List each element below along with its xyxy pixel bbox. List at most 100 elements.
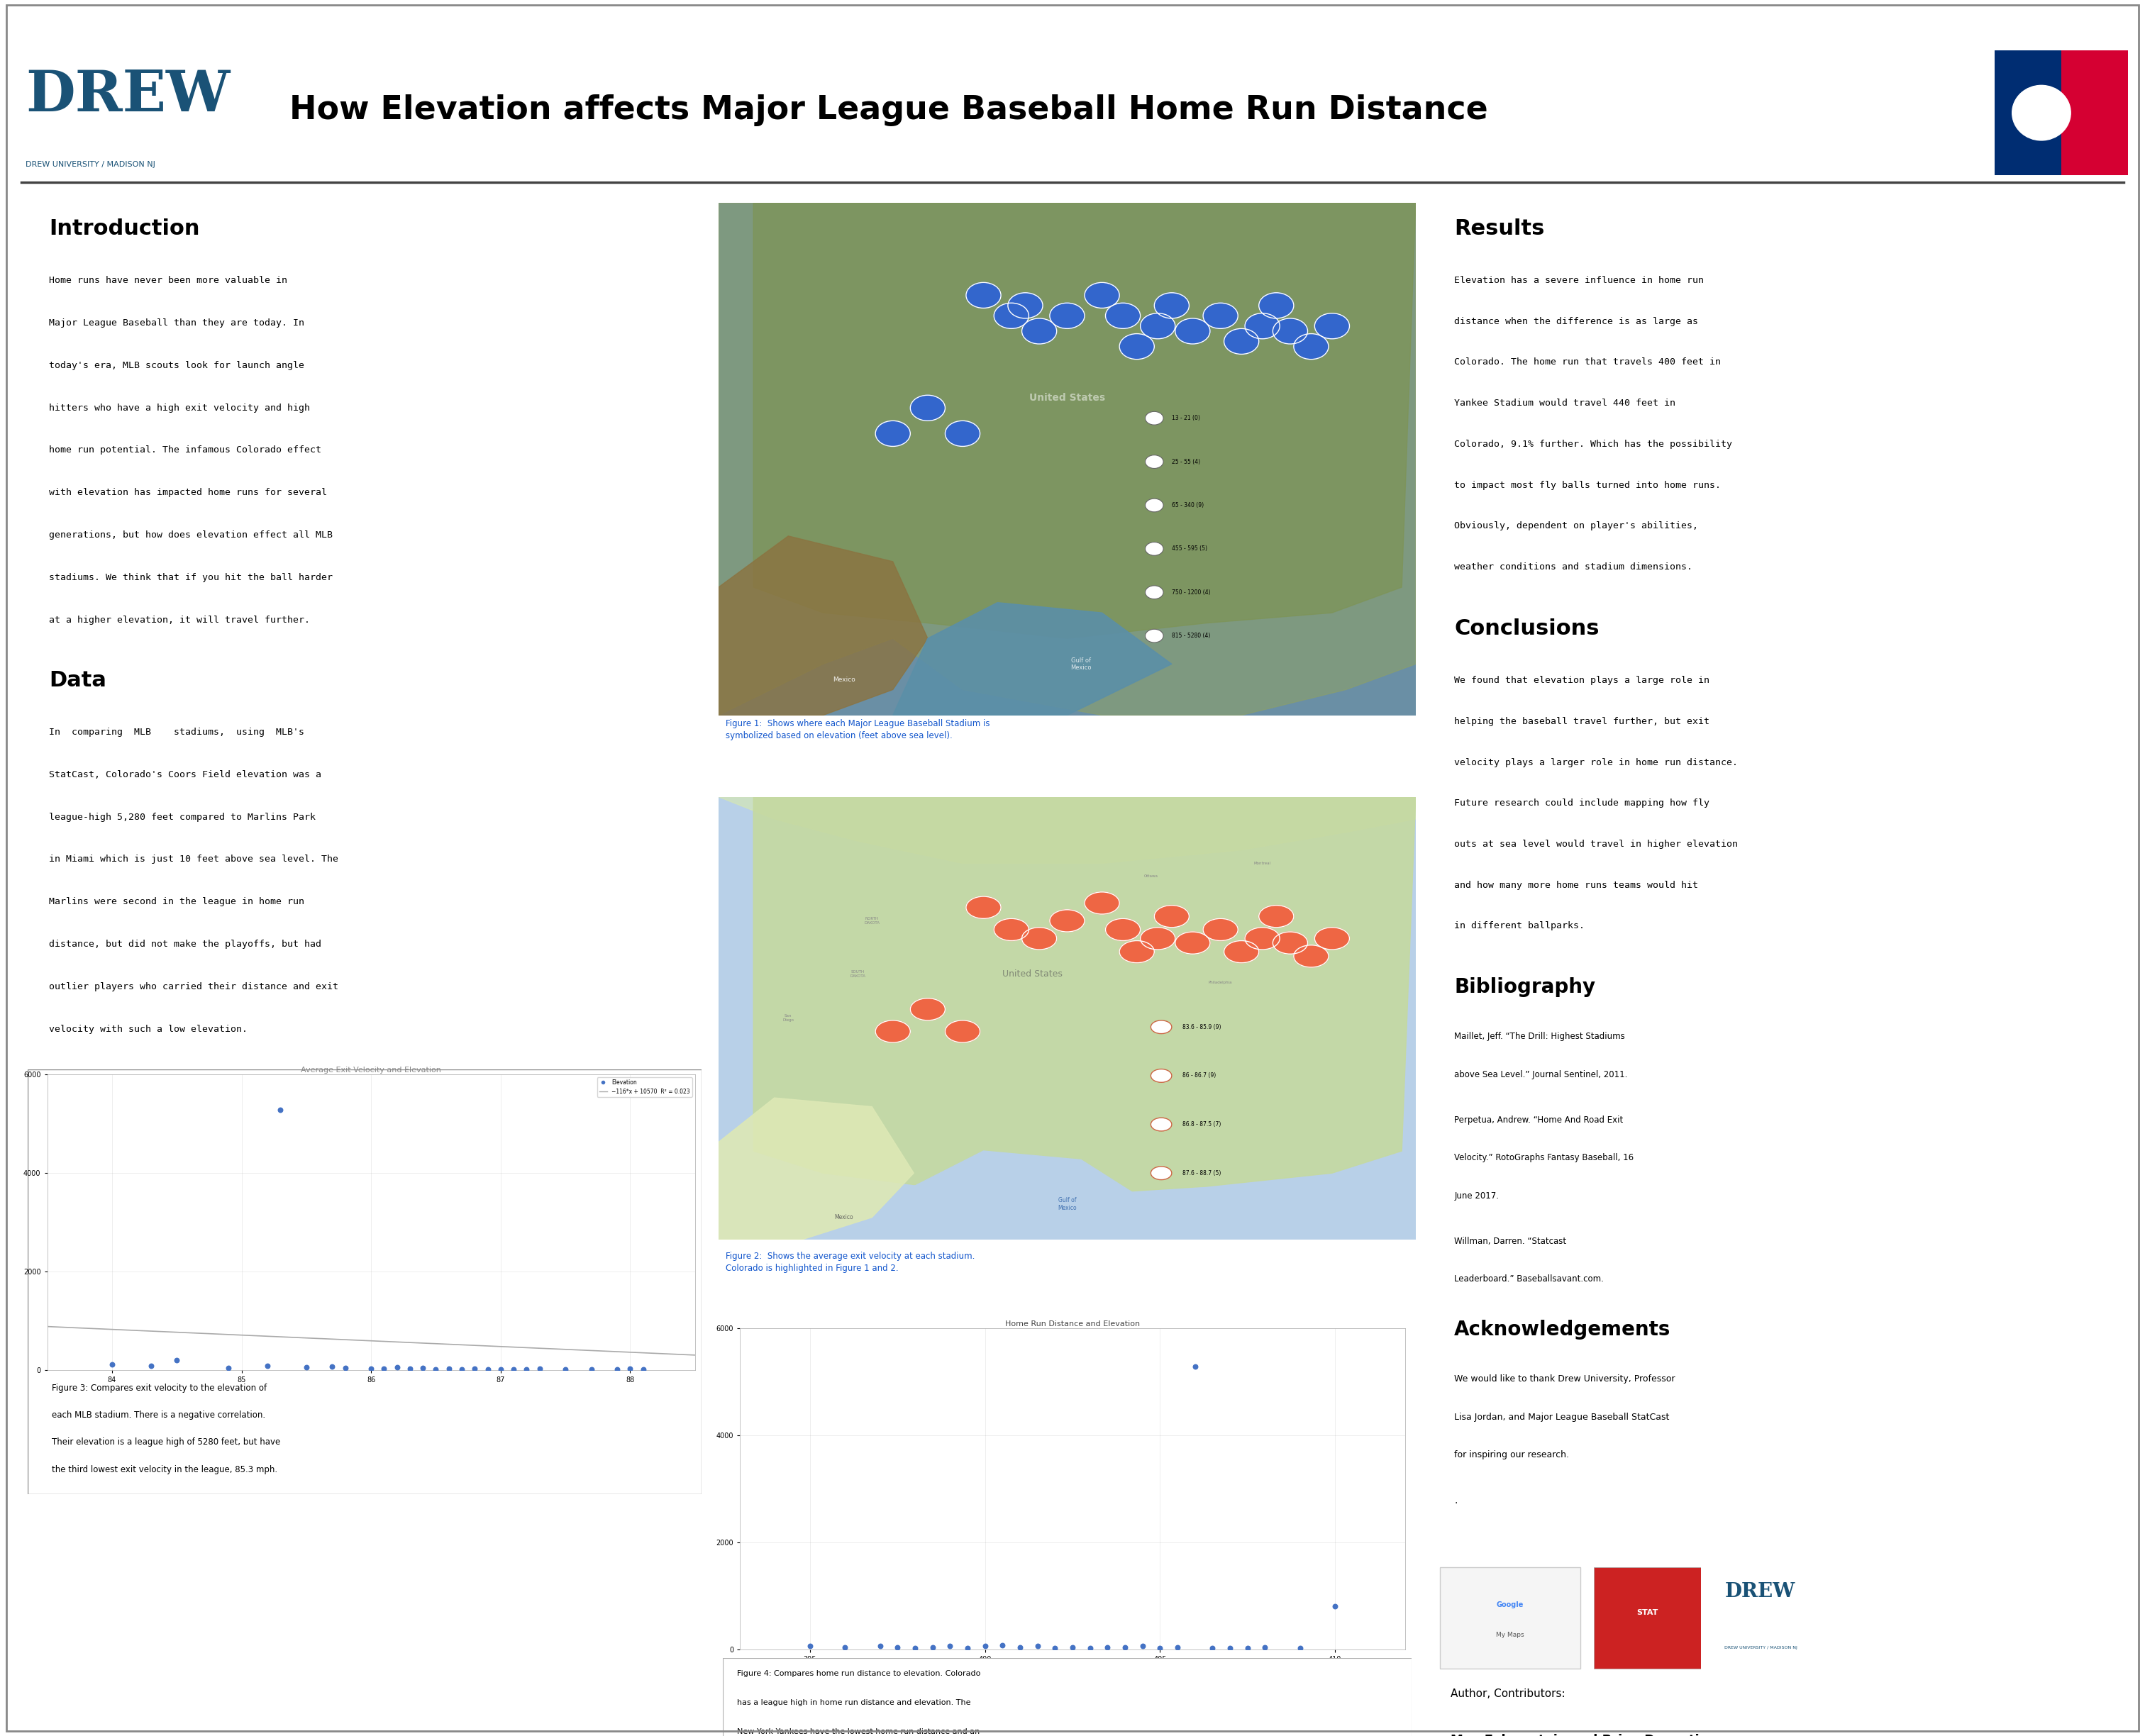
Circle shape <box>1145 411 1163 425</box>
Point <box>1004 1634 1038 1661</box>
Text: We would like to thank Drew University, Professor: We would like to thank Drew University, … <box>1454 1375 1675 1384</box>
Text: My Maps: My Maps <box>1495 1632 1525 1639</box>
Text: to impact most fly balls turned into home runs.: to impact most fly balls turned into hom… <box>1454 481 1720 490</box>
Circle shape <box>1152 1069 1171 1082</box>
Circle shape <box>1259 293 1293 318</box>
Point <box>1055 1634 1090 1661</box>
Text: Marlins were second in the league in home run: Marlins were second in the league in hom… <box>49 898 305 906</box>
Text: SOUTH
DAKOTA: SOUTH DAKOTA <box>849 970 867 977</box>
Circle shape <box>965 896 1002 918</box>
Circle shape <box>1154 904 1188 927</box>
Text: Max Felsenstein and Brian Dagostino: Max Felsenstein and Brian Dagostino <box>1450 1734 1718 1736</box>
Point <box>393 1354 427 1382</box>
Text: Philadelphia: Philadelphia <box>1208 981 1233 984</box>
Text: today's era, MLB scouts look for launch angle: today's era, MLB scouts look for launch … <box>49 361 305 370</box>
Circle shape <box>1152 1118 1171 1132</box>
Point <box>916 1634 950 1661</box>
Text: velocity with such a low elevation.: velocity with such a low elevation. <box>49 1024 247 1033</box>
Text: Willman, Darren. “Statcast: Willman, Darren. “Statcast <box>1454 1236 1566 1246</box>
Circle shape <box>1141 312 1175 339</box>
Point <box>794 1632 828 1660</box>
Text: Mexico: Mexico <box>832 677 856 682</box>
Text: home run potential. The infamous Colorado effect: home run potential. The infamous Colorad… <box>49 446 322 455</box>
Point <box>290 1354 324 1382</box>
Polygon shape <box>719 536 927 715</box>
Circle shape <box>1049 304 1085 328</box>
Point <box>933 1632 967 1660</box>
Circle shape <box>1105 918 1141 941</box>
Circle shape <box>965 283 1002 307</box>
Point <box>264 1095 298 1123</box>
Circle shape <box>1145 542 1163 556</box>
Text: Yankee Stadium would travel 440 feet in: Yankee Stadium would travel 440 feet in <box>1454 399 1675 408</box>
Text: Figure 3: Compares exit velocity to the elevation of: Figure 3: Compares exit velocity to the … <box>51 1384 268 1392</box>
Circle shape <box>993 918 1030 941</box>
Text: DREW: DREW <box>26 68 230 123</box>
Circle shape <box>909 998 946 1021</box>
Circle shape <box>1272 318 1308 344</box>
Text: Ottawa: Ottawa <box>1143 875 1158 878</box>
Text: has a league high in home run distance and elevation. The: has a league high in home run distance a… <box>736 1700 970 1706</box>
Text: 83.6 - 85.9 (9): 83.6 - 85.9 (9) <box>1182 1024 1221 1029</box>
Text: Acknowledgements: Acknowledgements <box>1454 1319 1671 1340</box>
Point <box>328 1354 363 1382</box>
Point <box>380 1354 414 1382</box>
Text: outs at sea level would travel in higher elevation: outs at sea level would travel in higher… <box>1454 840 1737 849</box>
Point <box>495 1356 530 1384</box>
Point <box>457 1356 491 1384</box>
Point <box>1038 1634 1072 1661</box>
Text: and how many more home runs teams would hit: and how many more home runs teams would … <box>1454 880 1699 891</box>
Text: in Miami which is just 10 feet above sea level. The: in Miami which is just 10 feet above sea… <box>49 854 339 865</box>
Circle shape <box>1145 628 1163 642</box>
Point <box>431 1354 465 1382</box>
Text: 815 - 5280 (4): 815 - 5280 (4) <box>1171 632 1210 639</box>
Text: Gulf of
Mexico: Gulf of Mexico <box>1057 1198 1077 1212</box>
Text: Montreal: Montreal <box>1255 861 1270 865</box>
Text: STAT: STAT <box>1637 1609 1658 1616</box>
Point <box>1248 1634 1283 1661</box>
Circle shape <box>1315 312 1349 339</box>
Circle shape <box>1244 312 1281 339</box>
Point <box>1126 1632 1160 1660</box>
Point <box>899 1634 933 1661</box>
Point <box>405 1354 440 1382</box>
Text: 455 - 595 (5): 455 - 595 (5) <box>1171 545 1208 552</box>
Text: Perpetua, Andrew. “Home And Road Exit: Perpetua, Andrew. “Home And Road Exit <box>1454 1116 1624 1125</box>
Point <box>251 1352 285 1380</box>
Circle shape <box>1141 927 1175 950</box>
Text: Leaderboard.” Baseballsavant.com.: Leaderboard.” Baseballsavant.com. <box>1454 1274 1604 1285</box>
Circle shape <box>1120 941 1154 963</box>
Circle shape <box>1225 328 1259 354</box>
Point <box>862 1632 897 1660</box>
Circle shape <box>946 420 980 446</box>
Circle shape <box>1021 318 1057 344</box>
Point <box>1283 1634 1317 1661</box>
Text: distance, but did not make the playoffs, but had: distance, but did not make the playoffs,… <box>49 939 322 950</box>
Point <box>1317 1592 1351 1620</box>
Text: New York Yankees have the lowest home run distance and an: New York Yankees have the lowest home ru… <box>736 1729 980 1736</box>
Point <box>212 1354 247 1382</box>
Point <box>354 1354 388 1382</box>
Circle shape <box>1049 910 1085 932</box>
Text: Colorado. The home run that travels 400 feet in: Colorado. The home run that travels 400 … <box>1454 358 1720 366</box>
Text: Colorado, 9.1% further. Which has the possibility: Colorado, 9.1% further. Which has the po… <box>1454 439 1733 448</box>
Circle shape <box>993 304 1030 328</box>
Point <box>967 1632 1002 1660</box>
Text: stadiums. We think that if you hit the ball harder: stadiums. We think that if you hit the b… <box>49 573 332 582</box>
Circle shape <box>1293 333 1328 359</box>
Point <box>470 1356 504 1384</box>
Text: Lisa Jordan, and Major League Baseball StatCast: Lisa Jordan, and Major League Baseball S… <box>1454 1413 1669 1422</box>
Text: NORTH
DAKOTA: NORTH DAKOTA <box>864 917 879 925</box>
Point <box>1178 1352 1212 1380</box>
Circle shape <box>875 1021 909 1043</box>
Point <box>1195 1634 1229 1661</box>
Text: Data: Data <box>49 670 107 691</box>
Circle shape <box>1203 304 1238 328</box>
Circle shape <box>1008 293 1042 318</box>
Text: Figure 4: Compares home run distance to elevation. Colorado: Figure 4: Compares home run distance to … <box>736 1670 980 1677</box>
Text: hitters who have a high exit velocity and high: hitters who have a high exit velocity an… <box>49 403 309 413</box>
Point <box>950 1634 985 1661</box>
Point <box>575 1356 609 1384</box>
Point <box>1231 1634 1266 1661</box>
Text: Maillet, Jeff. “The Drill: Highest Stadiums: Maillet, Jeff. “The Drill: Highest Stadi… <box>1454 1033 1626 1042</box>
